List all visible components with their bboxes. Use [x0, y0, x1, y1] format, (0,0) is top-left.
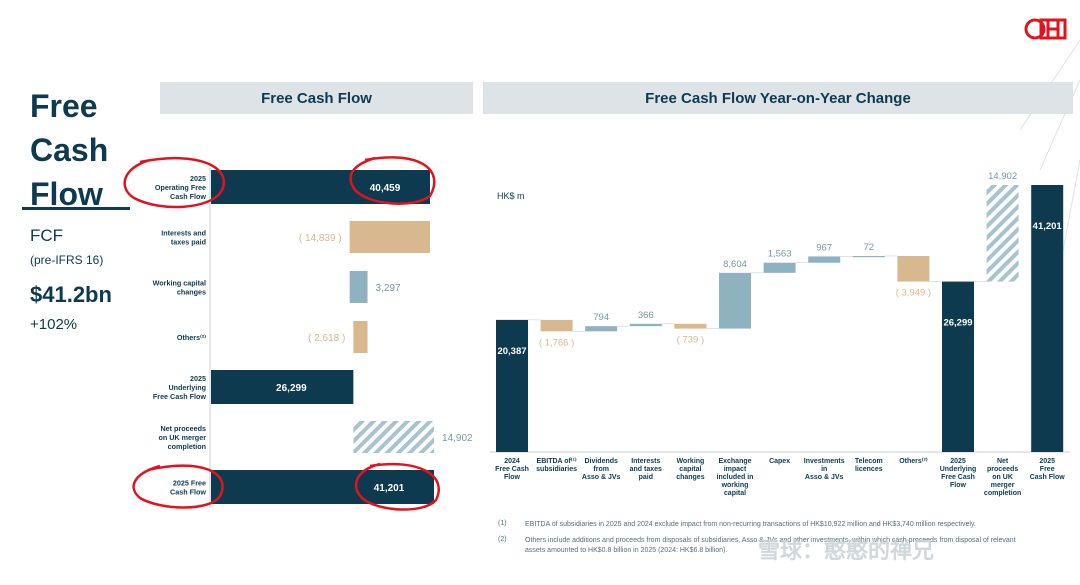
fcf-change: +102%: [30, 316, 78, 333]
waterfall-bar-7: [808, 256, 841, 263]
waterfall-value-label-1: ( 1,766 ): [539, 337, 574, 348]
annotation-circle-1: [123, 156, 225, 209]
waterfall-category-label-10: 2025 Underlying Free Cash Flow: [940, 458, 977, 489]
waterfall-category-label-8: Telecom licences: [855, 458, 883, 473]
annotation-circle-4: [354, 462, 440, 511]
waterfall-bar-8: [852, 255, 885, 258]
waterfall-category-label-0: 2024 Free Cash Flow: [495, 458, 529, 481]
waterfall-category-label-2: Dividends from Asso & JVs: [582, 458, 621, 481]
waterfall-category-label-11: Net proceeds on UK merger completion: [984, 458, 1021, 497]
waterfall-value-label-4: ( 739 ): [677, 335, 704, 346]
footnote-2-text: Others include additions and proceeds fr…: [525, 537, 1016, 554]
watermark: 雪球：憨憨的禅兄: [758, 538, 935, 563]
fcf-value: $41.2bn: [30, 282, 112, 307]
hand-annotations: [123, 156, 440, 511]
waterfall-value-label-0: 20,387: [497, 346, 526, 357]
waterfall-bar-10: [942, 281, 974, 452]
fcf-category-label-6: 2025 Free Cash Flow: [170, 479, 206, 497]
right-panel-header: Free Cash Flow Year-on-Year Change: [483, 82, 1073, 114]
free-cash-flow-waterfall-chart: HK$ m 20,387 2024 Free Cash Flow ( 1,766 ) EB…: [490, 171, 1070, 497]
waterfall-category-label-9: Others⁽²⁾: [899, 457, 928, 465]
page-title: Free Cash Flow: [30, 88, 109, 212]
annotation-circle-3: [132, 464, 224, 509]
fcf-bar-2: [349, 271, 368, 303]
fcf-bar-3: [353, 321, 368, 353]
waterfall-category-label-5: Exchange impact included in working capital: [717, 458, 754, 497]
waterfall-category-label-12: 2025 Free Cash Flow: [1030, 458, 1066, 481]
waterfall-value-label-8: 72: [864, 242, 875, 253]
free-cash-flow-bar-chart: 2025 Operating Free Cash Flow 40,459 Interes…: [153, 168, 473, 508]
waterfall-category-label-6: Capex: [769, 458, 790, 465]
fcf-value-label-0: 40,459: [370, 183, 401, 194]
fcf-bar-4: [211, 370, 354, 404]
title-divider: [22, 207, 130, 210]
company-logo: [1024, 18, 1067, 40]
footnote-1-text: EBITDA of subsidiaries in 2025 and 2024 …: [525, 521, 976, 528]
waterfall-bar-11: [986, 185, 1019, 282]
left-panel-title: Free Cash Flow: [261, 89, 372, 107]
y-axis-unit-label: HK$ m: [497, 191, 525, 201]
fcf-value-label-1: ( 14,839 ): [299, 233, 342, 244]
fcf-bar-1: [349, 221, 430, 253]
waterfall-value-label-9: ( 3,949 ): [896, 288, 931, 299]
waterfall-category-label-1: EBITDA of⁽¹⁾ subsidiaries: [536, 457, 577, 473]
waterfall-value-label-5: 8,604: [723, 259, 747, 270]
footnote-1-number: (1): [498, 520, 507, 527]
footnote-2-number: (2): [498, 536, 507, 543]
waterfall-bar-12: [1031, 185, 1064, 452]
fcf-label: FCF: [30, 226, 64, 245]
fcf-bar-5: [353, 421, 435, 453]
fcf-value-label-6: 41,201: [374, 483, 405, 494]
fcf-bar-0: [211, 170, 430, 204]
waterfall-category-label-7: Investments in Asso & JVs: [804, 458, 845, 481]
waterfall-value-label-2: 794: [593, 312, 609, 323]
fcf-value-label-3: ( 2,618 ): [308, 333, 345, 344]
right-panel-title: Free Cash Flow Year-on-Year Change: [645, 89, 911, 107]
waterfall-bar-1: [540, 319, 573, 332]
waterfall-bar-5: [719, 272, 751, 329]
fcf-category-label-0: 2025 Operating Free Cash Flow: [155, 174, 207, 201]
waterfall-category-label-4: Working capital changes: [676, 458, 705, 481]
waterfall-bar-6: [763, 262, 796, 273]
fcf-subtitle: (pre-IFRS 16): [30, 253, 104, 267]
waterfall-value-label-3: 366: [638, 310, 654, 321]
waterfall-bar-2: [585, 326, 618, 332]
waterfall-bar-0: [496, 319, 528, 452]
waterfall-bar-4: [674, 323, 707, 329]
annotation-circle-2: [349, 156, 436, 205]
fcf-value-label-2: 3,297: [376, 283, 401, 294]
waterfall-value-label-12: 41,201: [1033, 221, 1063, 232]
fcf-value-label-5: 14,902: [442, 433, 473, 444]
fcf-category-label-4: 2025 Underlying Free Cash Flow: [153, 374, 207, 401]
waterfall-value-label-7: 967: [816, 242, 832, 253]
fcf-category-label-5: Net proceeds on UK merger completion: [158, 424, 206, 451]
waterfall-bar-9: [897, 255, 930, 282]
waterfall-category-label-3: Interests and taxes paid: [630, 458, 662, 481]
fcf-value-label-4: 26,299: [276, 383, 307, 394]
left-panel-header: Free Cash Flow: [160, 82, 473, 114]
waterfall-value-label-11: 14,902: [988, 171, 1017, 182]
waterfall-bar-3: [629, 323, 662, 327]
waterfall-value-label-6: 1,563: [768, 249, 792, 260]
waterfall-value-label-10: 26,299: [943, 318, 972, 329]
fcf-category-label-1: Interests and taxes paid: [161, 229, 206, 247]
fcf-category-label-3: Others⁽²⁾: [177, 333, 206, 342]
fcf-bar-6: [211, 470, 435, 504]
fcf-category-label-2: Working capital changes: [153, 279, 206, 297]
